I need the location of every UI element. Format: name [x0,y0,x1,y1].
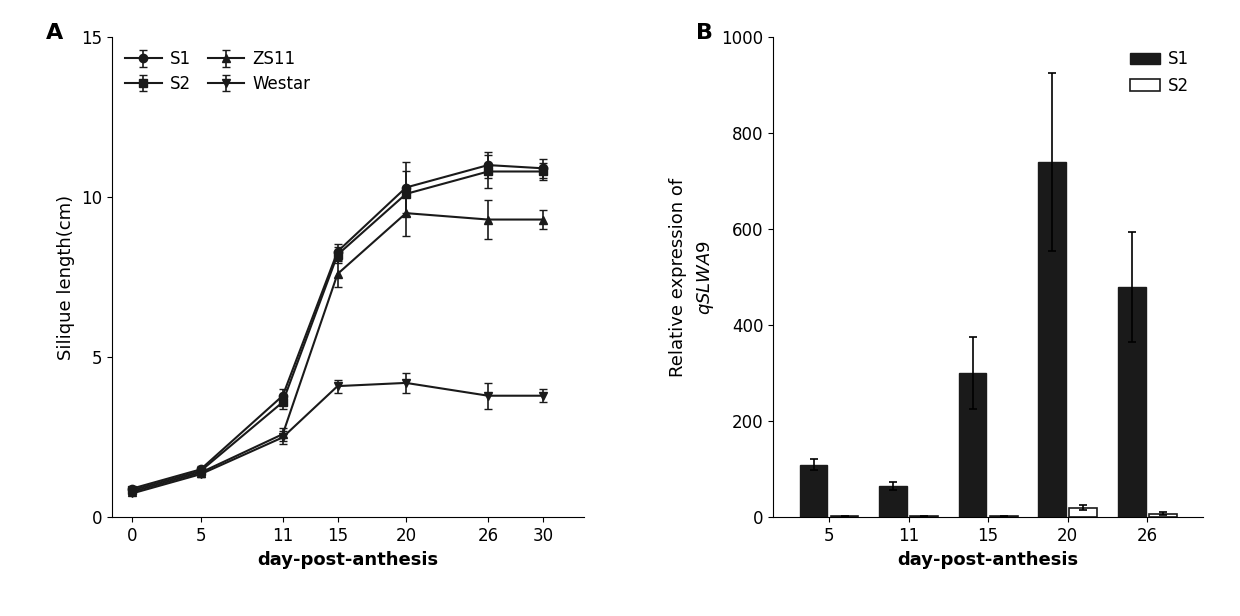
Bar [1038,162,1066,517]
Y-axis label: Silique length(cm): Silique length(cm) [57,195,76,360]
Legend: S1, S2, ZS11, Westar: S1, S2, ZS11, Westar [120,46,316,98]
Text: B: B [696,23,713,43]
Bar [959,373,987,517]
Text: A: A [46,23,63,43]
Bar [990,516,1018,517]
Bar [879,486,906,517]
Bar [910,516,937,517]
Bar [800,464,827,517]
Bar [1069,508,1097,517]
Bar [831,516,858,517]
Legend: S1, S2: S1, S2 [1125,46,1194,100]
Y-axis label: Relative expression of
$qSLWA9$: Relative expression of $qSLWA9$ [670,177,715,377]
Bar [1148,514,1177,517]
Bar [1117,287,1146,517]
X-axis label: day-post-anthesis: day-post-anthesis [257,551,439,569]
X-axis label: day-post-anthesis: day-post-anthesis [898,551,1079,569]
